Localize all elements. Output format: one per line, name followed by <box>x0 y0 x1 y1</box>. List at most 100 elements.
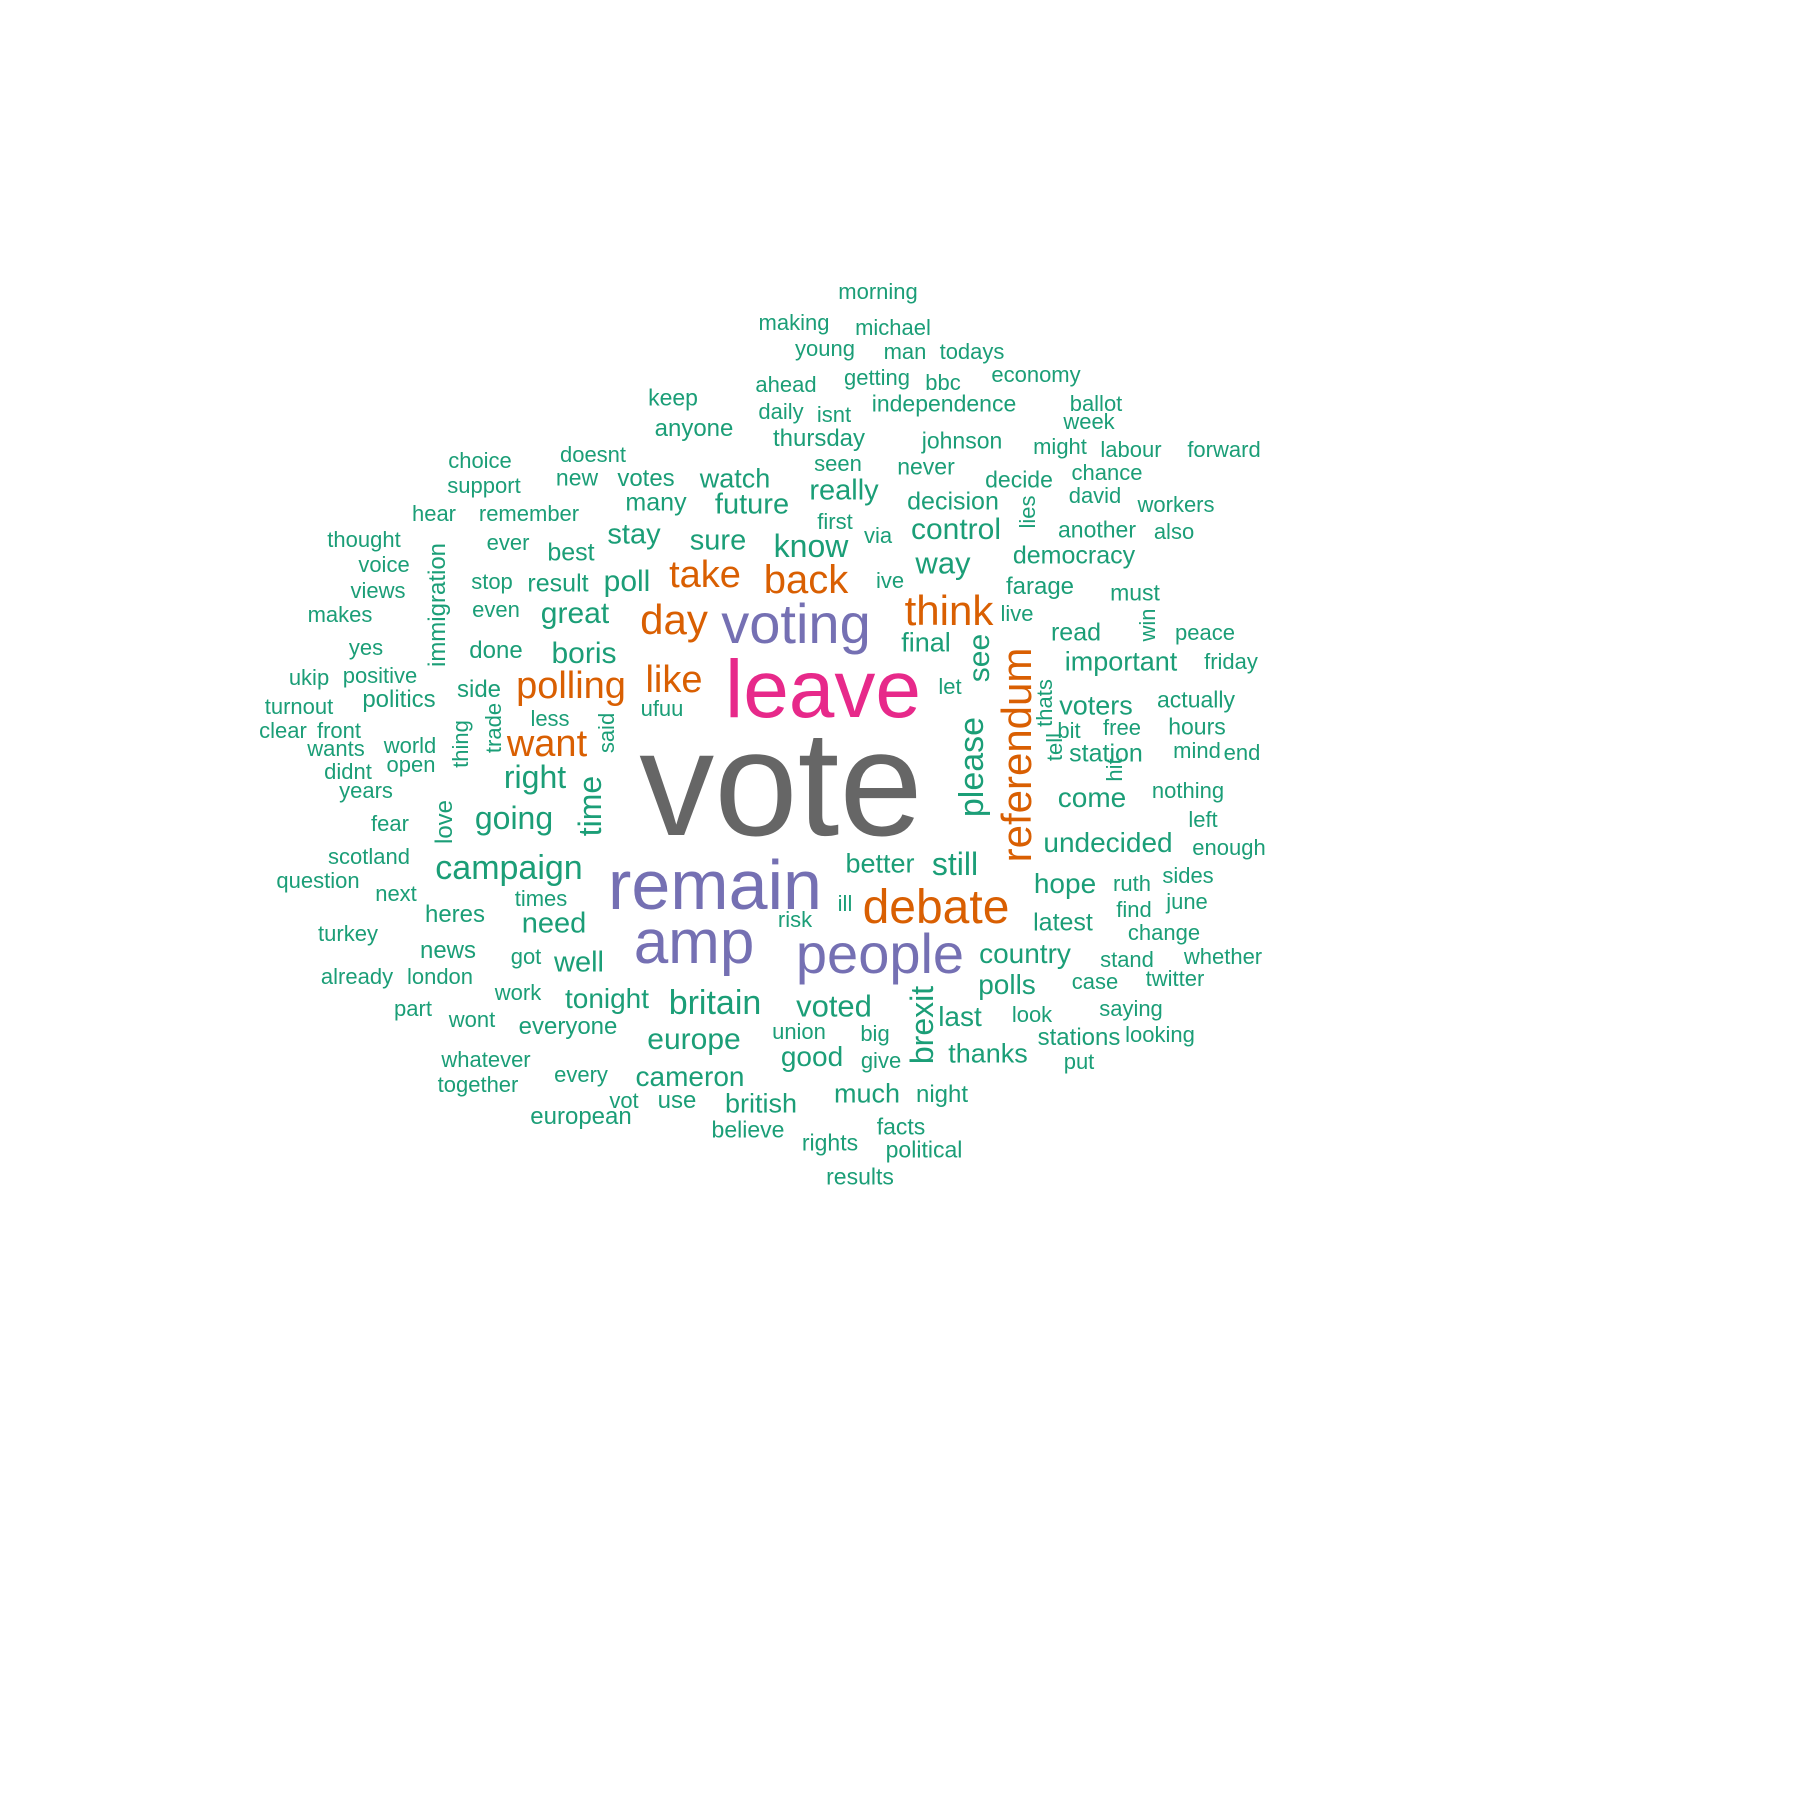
word: even <box>472 597 520 622</box>
word: first <box>817 509 853 534</box>
word: decision <box>907 487 999 516</box>
word: must <box>1110 579 1160 606</box>
word: politics <box>362 686 436 713</box>
word: europe <box>647 1023 741 1056</box>
word: day <box>640 596 708 643</box>
word: tell <box>1042 732 1067 762</box>
word: farage <box>1005 573 1075 600</box>
word: last <box>938 1001 982 1032</box>
word: decide <box>985 466 1053 493</box>
word: important <box>1064 646 1178 677</box>
word: vot <box>609 1088 639 1113</box>
word: risk <box>777 907 813 932</box>
word: man <box>883 339 927 364</box>
word: independence <box>871 390 1017 417</box>
word: wont <box>448 1007 496 1032</box>
word: views <box>350 578 406 603</box>
word: need <box>521 907 587 940</box>
word: people <box>795 922 965 985</box>
word: whether <box>1183 944 1263 969</box>
word: times <box>514 886 568 911</box>
word: new <box>555 464 599 491</box>
word: way <box>915 545 971 581</box>
word: lies <box>1015 495 1040 529</box>
word: good <box>780 1041 844 1072</box>
word: johnson <box>921 427 1003 454</box>
word: live <box>1000 601 1034 626</box>
word: already <box>320 964 394 989</box>
word: fear <box>371 811 409 836</box>
word: young <box>795 336 855 361</box>
word: believe <box>711 1116 785 1143</box>
word: stations <box>1037 1024 1121 1051</box>
word: watch <box>699 463 771 494</box>
word: remember <box>478 501 580 526</box>
word: keep <box>648 384 698 411</box>
word: heres <box>424 901 486 928</box>
word: next <box>375 881 417 906</box>
word: remain <box>608 846 822 924</box>
word: peace <box>1175 620 1235 645</box>
word: nothing <box>1151 778 1225 803</box>
word: let <box>938 674 962 699</box>
word: tonight <box>564 983 650 1014</box>
word: ill <box>837 891 853 916</box>
word: london <box>406 964 474 989</box>
word: front <box>316 718 362 743</box>
word: hear <box>411 501 457 526</box>
word: together <box>437 1072 519 1097</box>
word: side <box>456 676 502 703</box>
word: latest <box>1033 908 1093 937</box>
word: change <box>1127 920 1201 945</box>
word: boris <box>551 637 617 670</box>
word: back <box>763 558 849 602</box>
word: michael <box>855 315 931 340</box>
word: country <box>979 938 1071 969</box>
word: european <box>530 1103 632 1130</box>
word: control <box>910 513 1002 546</box>
word: didnt <box>324 759 372 784</box>
word: yes <box>348 635 384 660</box>
word: also <box>1153 519 1195 544</box>
word: know <box>773 528 849 564</box>
word: campaign <box>435 849 583 887</box>
word: forward <box>1187 437 1261 462</box>
word: ahead <box>755 372 817 397</box>
word: much <box>833 1078 901 1109</box>
word: less <box>530 706 570 731</box>
word: economy <box>991 362 1081 387</box>
word: many <box>625 488 687 517</box>
word: amp <box>633 908 755 977</box>
word: sides <box>1162 863 1214 888</box>
word: friday <box>1204 649 1258 674</box>
word: part <box>394 996 432 1021</box>
word: cameron <box>635 1061 745 1092</box>
word: thing <box>448 720 473 768</box>
word: work <box>494 980 542 1005</box>
word: great <box>540 597 610 630</box>
word: voice <box>358 552 410 577</box>
word: democracy <box>1012 541 1136 570</box>
word: facts <box>876 1113 926 1140</box>
word: use <box>657 1087 697 1114</box>
word: brexit <box>904 985 940 1065</box>
word: left <box>1188 807 1218 832</box>
word: mind <box>1173 738 1221 763</box>
word: better <box>845 848 915 879</box>
word: win <box>1135 608 1160 642</box>
word: open <box>386 752 436 777</box>
word: end <box>1223 740 1261 765</box>
word: want <box>506 723 588 765</box>
word: scotland <box>328 844 410 869</box>
word: still <box>931 846 979 882</box>
word: night <box>915 1081 969 1108</box>
word: morning <box>838 279 918 304</box>
word: labour <box>1100 437 1162 462</box>
word: political <box>885 1136 963 1163</box>
word: ive <box>875 568 905 593</box>
word: ukip <box>288 665 330 690</box>
word: british <box>724 1088 798 1119</box>
word: case <box>1071 969 1119 994</box>
word: take <box>669 554 741 596</box>
word: support <box>447 473 521 498</box>
